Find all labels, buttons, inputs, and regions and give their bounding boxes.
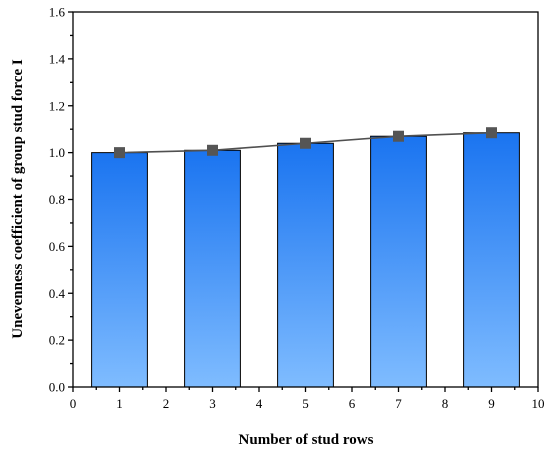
axes-group: 0 1 2 3 4 5 6 7 8 9 10 0.0 0.2 0.4 0.6 0.8 1.0 1.2 1.4 1.6 [49, 5, 545, 412]
marker-7 [393, 130, 404, 142]
x-tick-label-0: 0 [70, 396, 77, 411]
x-tick-label-4: 4 [256, 396, 263, 411]
bar-7 [370, 135, 427, 388]
bar-3 [184, 149, 241, 388]
marker-9 [486, 127, 497, 139]
marker-3 [207, 144, 218, 156]
marker-1 [114, 147, 125, 159]
bar-5 [277, 142, 334, 388]
y-tick-label-0.4: 0.4 [49, 286, 66, 301]
y-tick-label-0.2: 0.2 [49, 333, 65, 348]
line-series-group [114, 127, 497, 159]
y-tick-label-0.8: 0.8 [49, 192, 65, 207]
y-tick-label-1.4: 1.4 [49, 51, 66, 66]
x-tick-label-10: 10 [532, 396, 545, 411]
x-tick-label-7: 7 [395, 396, 402, 411]
x-tick-label-3: 3 [209, 396, 216, 411]
y-tick-label-1.2: 1.2 [49, 98, 65, 113]
bars-group [91, 132, 520, 388]
y-tick-label-0.0: 0.0 [49, 380, 65, 395]
y-axis-title: Unevenness coefficient of group stud for… [10, 59, 26, 339]
y-tick-label-0.6: 0.6 [49, 239, 66, 254]
marker-5 [300, 137, 311, 149]
bar-1 [91, 152, 148, 388]
y-tick-label-1.0: 1.0 [49, 145, 65, 160]
x-tick-label-1: 1 [116, 396, 123, 411]
x-tick-label-5: 5 [302, 396, 309, 411]
x-tick-label-9: 9 [488, 396, 495, 411]
x-tick-label-6: 6 [349, 396, 356, 411]
bar-9 [463, 132, 520, 388]
x-axis-title: Number of stud rows [239, 432, 374, 448]
x-tick-label-8: 8 [442, 396, 449, 411]
x-tick-label-2: 2 [163, 396, 170, 411]
y-tick-label-1.6: 1.6 [49, 5, 66, 20]
